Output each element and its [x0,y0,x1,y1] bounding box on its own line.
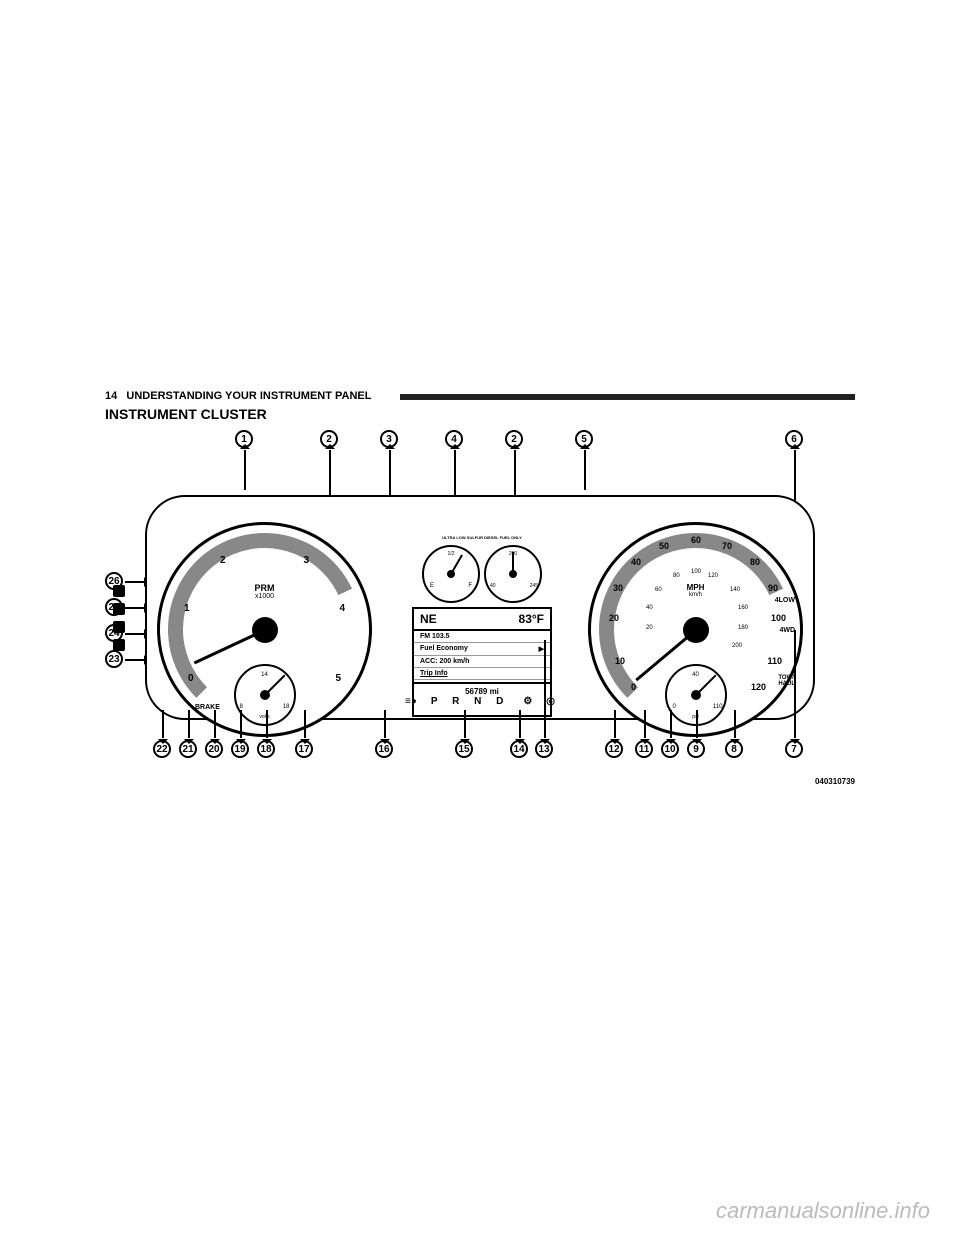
left-warning-icons [113,585,125,651]
callout-arrow [240,710,242,738]
callout-arrow [304,710,306,738]
callout-arrow [670,710,672,738]
callout-arrow [519,710,521,738]
gear-indicator: P R N D [431,696,510,707]
callout-arrow [464,710,466,738]
callout-arrow [734,710,736,738]
headlight-icon: ≡◑ [405,696,417,707]
cluster-body: PRM x1000 0 1 2 3 4 5 8 [145,475,815,725]
four-wd-indicator: 4WD [779,627,795,634]
cluster-outline: PRM x1000 0 1 2 3 4 5 8 [145,495,815,720]
mini-gauge-row: E 1/2 F 40 200 245 [382,545,582,600]
fuel-notice: ULTRA LOW SULFUR DIESEL FUEL ONLY [382,535,582,540]
display-header: NE 83°F [414,609,550,631]
callout-arrow [384,710,386,738]
header-rule [400,394,855,400]
manual-page: 14 UNDERSTANDING YOUR INSTRUMENT PANEL I… [0,0,960,1242]
tach-hub [252,617,278,643]
compass-reading: NE [420,612,437,626]
display-line: ACC: 200 km/h [414,656,550,668]
callout-arrow [544,640,546,738]
page-number: 14 [105,390,117,402]
callout-arrow [644,710,646,738]
gear-icon: ⚙ [523,696,532,707]
watermark: carmanualsonline.info [716,1198,930,1224]
tow-haul-indicator: TOW/ HAUL [778,675,795,687]
speedo-hub [683,617,709,643]
fuel-gauge: E 1/2 F [422,545,480,603]
circle-icon: ◎ [546,696,555,707]
callout-arrow [162,710,164,738]
page-title: INSTRUMENT CLUSTER [105,406,267,422]
instrument-cluster-figure: 1 2 3 4 2 5 6 26 25 24 23 PRM [105,430,855,770]
bottom-indicator-row: ≡◑ P R N D ⚙ ◎ [147,690,813,712]
esc-off-icon [113,585,125,597]
warning-icon [113,639,125,651]
warning-icon [113,621,125,633]
callout-arrow [214,710,216,738]
outside-temp: 83°F [519,612,544,626]
callout-arrow [188,710,190,738]
temp-gauge: 40 200 245 [484,545,542,603]
display-line: Trip Info [414,668,550,680]
callout-arrow [614,710,616,738]
display-line: FM 103.5 [414,631,550,643]
section-name: UNDERSTANDING YOUR INSTRUMENT PANEL [126,390,371,402]
page-header: 14 UNDERSTANDING YOUR INSTRUMENT PANEL [105,390,371,402]
warning-icon [113,603,125,615]
figure-number: 040310739 [815,777,855,786]
callout-arrow [696,710,698,738]
callout-left: 23 [105,650,123,668]
display-line: Fuel Economy ▶ [414,643,550,656]
callout-arrow [266,710,268,738]
callout-arrow [794,630,796,738]
four-low-indicator: 4LOW [775,597,795,604]
